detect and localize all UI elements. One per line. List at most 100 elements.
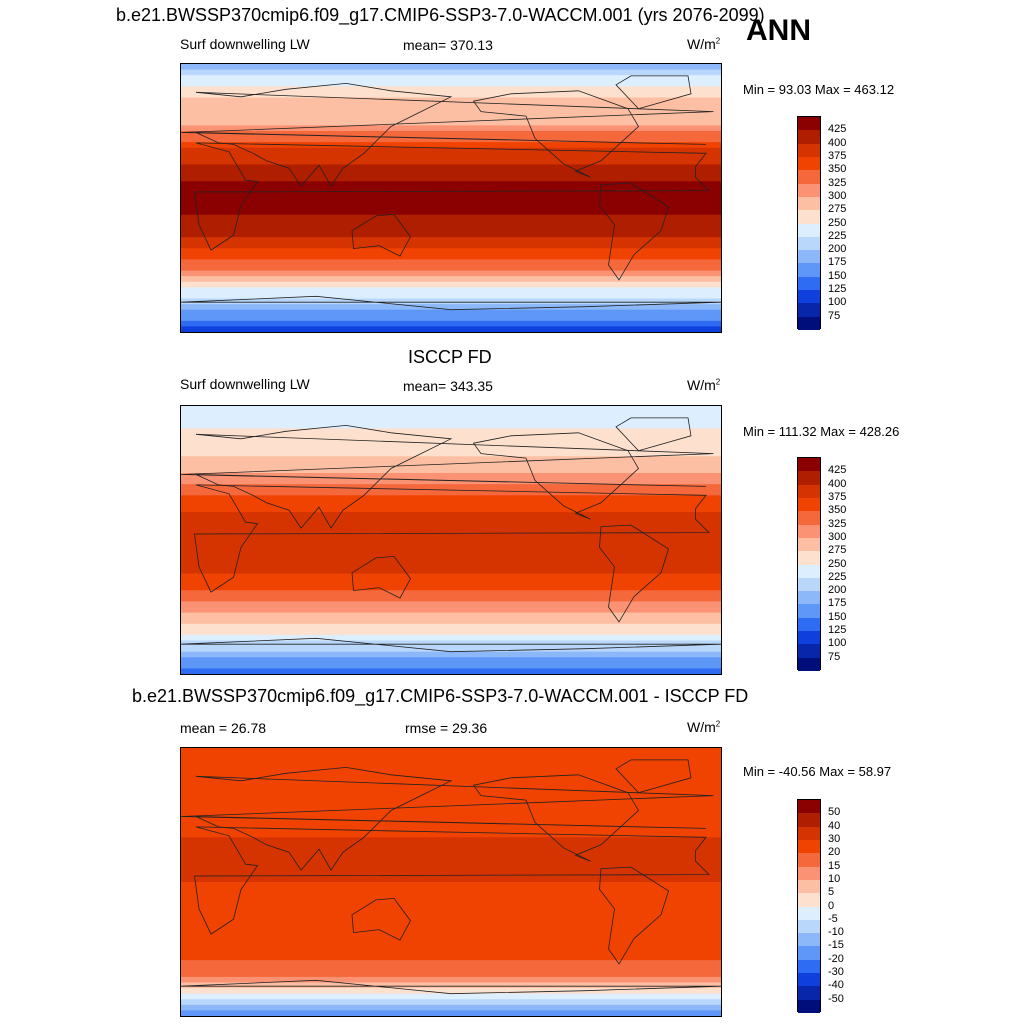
colorbar-tick-label: 225 <box>828 570 847 583</box>
continent-outline-north-america <box>472 90 640 178</box>
colorbar-segment <box>798 879 820 894</box>
lat-band <box>181 270 721 277</box>
lat-band <box>181 1010 721 1016</box>
colorbar-segment <box>798 853 820 867</box>
colorbar-segment <box>798 458 820 472</box>
continent-outline-eurasia <box>181 424 714 529</box>
lat-band <box>181 450 721 457</box>
colorbar-segment <box>798 511 820 525</box>
panel-2-units: W/m2 <box>687 377 721 393</box>
lat-band <box>181 170 721 177</box>
lat-band <box>181 932 721 939</box>
lat-band <box>181 500 721 508</box>
colorbar-tick-label: 275 <box>828 203 847 216</box>
lat-band <box>181 97 721 104</box>
lat-band <box>181 484 721 491</box>
colorbar-tick-label: 400 <box>828 477 847 490</box>
continent-outline-africa <box>194 826 710 935</box>
colorbar-tick-label: -40 <box>828 979 844 992</box>
panel-1-minmax: Min = 93.03 Max = 463.12 <box>743 82 895 97</box>
lat-band <box>181 898 721 905</box>
colorbar-tick-label: 125 <box>828 283 847 296</box>
continent-outline-south-america <box>599 524 669 623</box>
lat-band <box>181 623 721 630</box>
lat-band <box>181 91 721 99</box>
lat-band <box>181 292 721 300</box>
lat-band <box>181 573 721 580</box>
colorbar-tick-label: 10 <box>828 872 841 885</box>
lat-band <box>181 439 721 446</box>
lat-band <box>181 192 721 199</box>
lat-band <box>181 803 721 811</box>
panel-2-mean-label: mean= 343.35 <box>403 378 493 394</box>
colorbar-segment <box>798 250 820 264</box>
lat-band <box>181 781 721 788</box>
lat-band <box>181 433 721 441</box>
lat-band <box>181 259 721 266</box>
lat-band <box>181 640 721 647</box>
colorbar-tick-label: 325 <box>828 176 847 189</box>
lat-band <box>181 545 721 552</box>
lat-band <box>181 999 721 1006</box>
lat-band <box>181 528 721 536</box>
continent-outline-eurasia <box>181 82 714 187</box>
lat-band <box>181 820 721 827</box>
colorbar-tick-label: 400 <box>828 136 847 149</box>
lat-band <box>181 854 721 861</box>
panel-1-map <box>180 63 722 333</box>
lat-band <box>181 248 721 255</box>
colorbar-segment <box>798 631 820 645</box>
continent-outline-north-america <box>472 432 640 520</box>
lat-band <box>181 406 721 413</box>
lat-band <box>181 315 721 322</box>
lat-band <box>181 512 721 519</box>
panel-3-minmax: Min = -40.56 Max = 58.97 <box>743 764 892 779</box>
colorbar-tick-label: 375 <box>828 149 847 162</box>
lat-band <box>181 242 721 249</box>
lat-band <box>181 103 721 110</box>
colorbar-tick-label: 100 <box>828 637 847 650</box>
lat-band <box>181 926 721 933</box>
lat-band <box>181 759 721 766</box>
panel-2-left-label: Surf downwelling LW <box>180 376 310 392</box>
colorbar-tick-label: 425 <box>828 464 847 477</box>
colorbar-segment <box>798 604 820 618</box>
lat-band <box>181 629 721 636</box>
lat-band <box>181 175 721 182</box>
panel-2-title: ISCCP FD <box>408 347 492 367</box>
colorbar-segment <box>798 303 820 317</box>
lat-band <box>181 915 721 922</box>
lat-band <box>181 309 721 316</box>
lat-band <box>181 567 721 575</box>
colorbar-segment <box>798 524 820 538</box>
panel-1-colorbar <box>797 116 821 330</box>
colorbar-segment <box>798 471 820 485</box>
colorbar-tick-label: -50 <box>828 992 844 1005</box>
colorbar-segment <box>798 143 820 157</box>
colorbar-segment <box>798 839 820 854</box>
lat-band <box>181 119 721 127</box>
lat-band <box>181 551 721 558</box>
colorbar-tick-label: 15 <box>828 859 841 872</box>
lat-band <box>181 579 721 586</box>
lat-band <box>181 495 721 502</box>
colorbar-segment <box>798 591 820 605</box>
panel-1-left-label: Surf downwelling LW <box>180 36 310 52</box>
continent-outline-antarctica <box>181 637 721 653</box>
lat-band <box>181 320 721 328</box>
continent-outline-greenland <box>615 75 692 110</box>
colorbar-segment <box>798 170 820 184</box>
panel-3-units: W/m2 <box>687 719 721 735</box>
lat-band <box>181 668 721 674</box>
lat-band <box>181 556 721 563</box>
colorbar-segment <box>798 196 820 211</box>
colorbar-segment <box>798 800 820 814</box>
panel-3-map <box>180 747 722 1017</box>
lat-band <box>181 456 721 463</box>
colorbar-segment <box>798 906 820 920</box>
colorbar-segment <box>798 276 820 291</box>
season-label: ANN <box>746 14 811 47</box>
lat-band <box>181 859 721 866</box>
lat-band <box>181 231 721 238</box>
lat-band <box>181 770 721 777</box>
